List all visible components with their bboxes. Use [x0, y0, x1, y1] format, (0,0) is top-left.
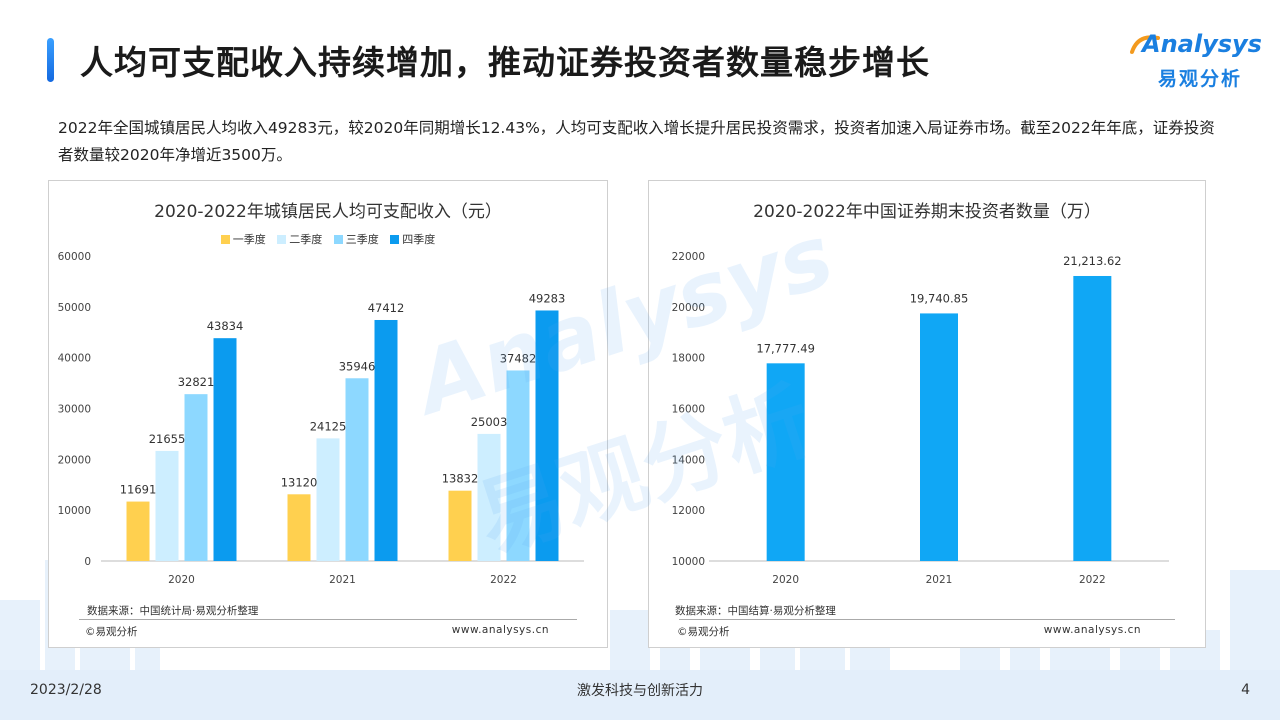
data-label: 21,213.62 — [1063, 254, 1122, 268]
logo-swoosh-icon — [1130, 35, 1160, 54]
bar-2021-q2 — [316, 438, 340, 561]
logo-brand-cn: 易观分析 — [1158, 68, 1243, 90]
footer-date: 2023/2/28 — [30, 682, 102, 698]
investors-panel-copyright: ©易观分析 — [677, 626, 730, 638]
income-panel-divider — [79, 619, 577, 620]
title-accent-bar — [47, 38, 54, 82]
bar-2021-q4 — [374, 319, 398, 561]
summary-text: 2022年全国城镇居民人均收入49283元，较2020年同期增长12.43%，人… — [58, 119, 1215, 164]
data-label: 32821 — [178, 375, 215, 389]
y-tick-label: 0 — [84, 556, 91, 568]
legend-label-q1: 一季度 — [232, 233, 266, 246]
income-chart-legend: 一季度 二季度 三季度 四季度 — [49, 231, 607, 247]
data-label: 13832 — [442, 472, 479, 486]
bar-investors-2022 — [1073, 275, 1112, 561]
data-label: 17,777.49 — [756, 341, 815, 355]
y-tick-label: 22000 — [672, 251, 705, 263]
y-tick-label: 20000 — [672, 302, 705, 314]
x-tick-label: 2020 — [168, 574, 195, 586]
legend-label-q2: 二季度 — [289, 233, 323, 246]
investors-chart-plot: 10000 12000 14000 16000 18000 20000 22000 17,77… — [672, 251, 1169, 586]
legend-swatch-q3 — [333, 235, 343, 244]
legend-item-q2: 二季度 — [277, 231, 322, 247]
y-tick-label: 50000 — [58, 302, 91, 314]
legend-swatch-q1 — [220, 235, 230, 244]
y-tick-label: 20000 — [58, 454, 91, 466]
data-label: 43834 — [207, 319, 244, 333]
data-label: 49283 — [529, 291, 566, 305]
bar-2021-q3 — [345, 378, 369, 561]
income-panel-site: www.analysys.cn — [451, 624, 549, 636]
legend-label-q3: 三季度 — [345, 233, 379, 246]
legend-label-q4: 四季度 — [402, 233, 436, 246]
y-tick-label: 10000 — [58, 505, 91, 517]
investors-chart-source: 数据来源：中国结算·易观分析整理 — [675, 605, 836, 617]
bar-2022-q2 — [477, 433, 501, 561]
y-tick-label: 30000 — [58, 404, 91, 416]
legend-swatch-q2 — [277, 235, 287, 244]
y-tick-label: 18000 — [672, 353, 705, 365]
legend-swatch-q4 — [390, 235, 400, 244]
bar-investors-2020 — [766, 363, 805, 561]
bar-2022-q4 — [535, 310, 559, 561]
x-tick-label: 2022 — [1079, 574, 1106, 586]
y-tick-label: 10000 — [672, 556, 705, 568]
y-tick-label: 60000 — [58, 251, 91, 263]
legend-item-q1: 一季度 — [220, 231, 266, 247]
income-chart-panel: 2020-2022年城镇居民人均可支配收入（元） 一季度 二季度 三季度 四季度… — [48, 180, 608, 648]
y-tick-label: 40000 — [58, 353, 91, 365]
data-label: 37482 — [500, 351, 537, 365]
y-tick-label: 14000 — [672, 454, 705, 466]
data-label: 19,740.85 — [910, 291, 969, 305]
bar-2022-q1 — [448, 490, 472, 561]
income-panel-copyright: ©易观分析 — [85, 626, 138, 638]
x-tick-label: 2022 — [490, 574, 517, 586]
investors-panel-site: www.analysys.cn — [1043, 624, 1141, 636]
investors-chart-panel: 2020-2022年中国证券期末投资者数量（万） 10000 12000 14000… — [648, 180, 1206, 648]
data-label: 35946 — [339, 359, 376, 373]
data-label: 21655 — [149, 432, 186, 446]
bar-2021-q1 — [287, 494, 311, 561]
income-chart-source: 数据来源：中国统计局·易观分析整理 — [87, 605, 259, 617]
bar-2020-q4 — [213, 338, 237, 561]
bar-2020-q3 — [184, 394, 208, 561]
page-number: 4 — [1241, 682, 1250, 698]
y-tick-label: 16000 — [672, 404, 705, 416]
y-tick-label: 12000 — [672, 505, 705, 517]
bar-2020-q1 — [126, 501, 150, 561]
analysys-logo: Analysys 易观分析 — [1128, 30, 1262, 96]
legend-item-q3: 三季度 — [333, 231, 379, 247]
logo-brand-en: Analysys — [1142, 30, 1262, 58]
legend-item-q4: 四季度 — [390, 231, 435, 247]
x-tick-label: 2021 — [329, 574, 356, 586]
data-label: 24125 — [310, 419, 347, 433]
data-label: 25003 — [471, 415, 508, 429]
data-label: 11691 — [120, 483, 157, 497]
footer-slogan: 激发科技与创新活力 — [577, 683, 703, 699]
income-chart-plot: 0 10000 20000 30000 40000 50000 60000 11691 2165… — [58, 251, 584, 586]
income-chart-title: 2020-2022年城镇居民人均可支配收入（元） — [154, 202, 502, 222]
investors-chart-title: 2020-2022年中国证券期末投资者数量（万） — [753, 202, 1101, 222]
x-tick-label: 2021 — [926, 574, 953, 586]
page-title: 人均可支配收入持续增加，推动证券投资者数量稳步增长 — [80, 43, 930, 82]
bar-2020-q2 — [155, 450, 179, 561]
data-label: 47412 — [368, 301, 405, 315]
bar-2022-q3 — [506, 370, 530, 561]
data-label: 13120 — [281, 475, 318, 489]
x-tick-label: 2020 — [772, 574, 799, 586]
investors-panel-divider — [679, 619, 1175, 620]
bar-investors-2021 — [920, 313, 958, 561]
